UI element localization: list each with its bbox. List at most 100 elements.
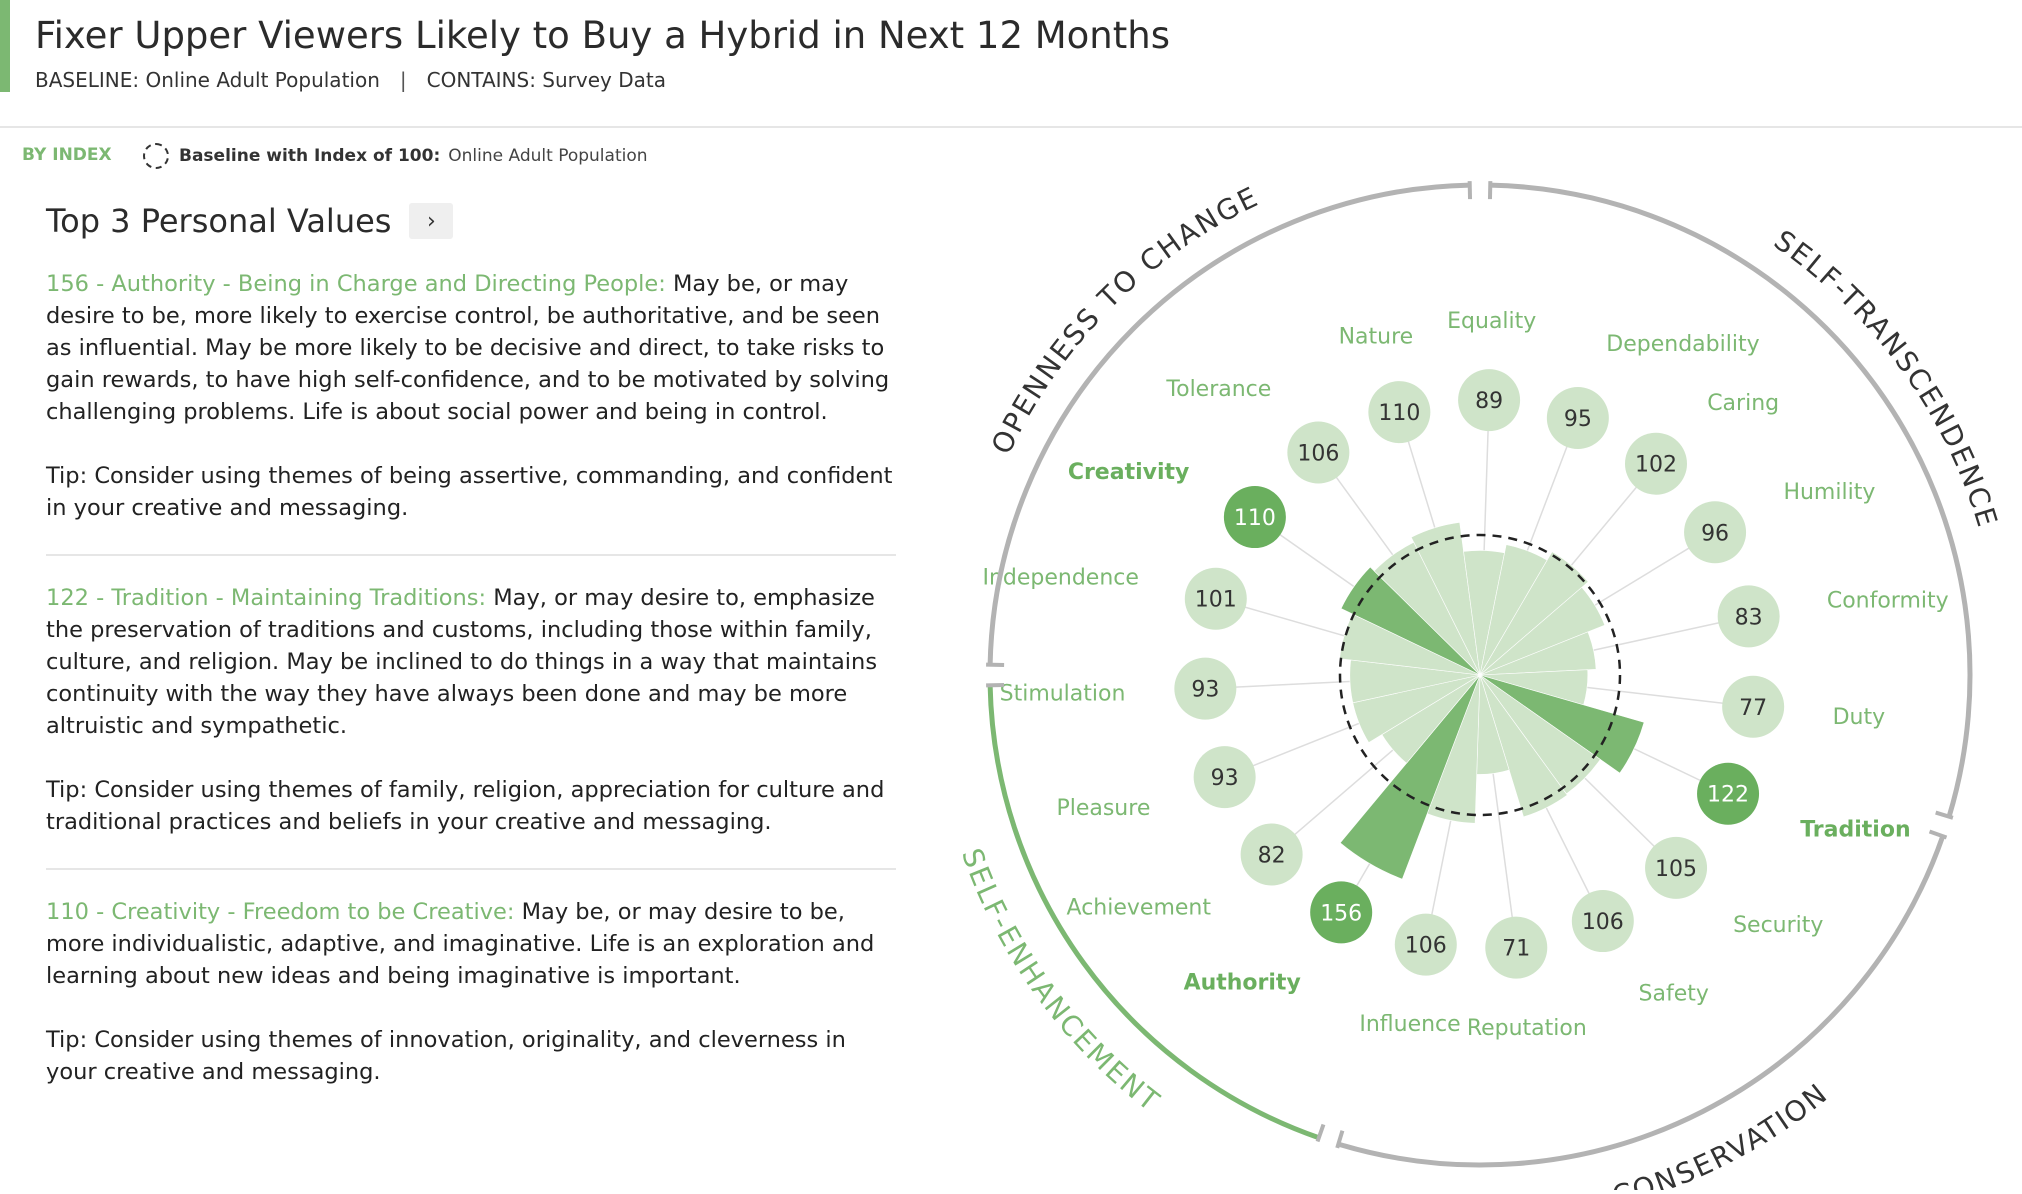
category-label: Tradition [1800, 817, 1910, 842]
value-badge[interactable] [1310, 881, 1373, 944]
header-subtitle: BASELINE: Online Adult Population | CONTAI… [35, 68, 666, 92]
group-tick [1315, 1123, 1326, 1143]
category-label: Caring [1707, 391, 1779, 416]
value-entry: 156 - Authority - Being in Charge and Di… [46, 268, 896, 556]
category-label: Humility [1783, 480, 1875, 505]
value-badge[interactable] [1722, 675, 1785, 738]
value-label: 122 [1707, 783, 1749, 808]
chart-wedge-nature[interactable] [1410, 522, 1481, 676]
page-title: Fixer Upper Viewers Likely to Buy a Hybr… [35, 14, 1170, 57]
baseline-legend: Baseline with Index of 100: Online Adult… [143, 142, 648, 170]
chart-wedge-tradition[interactable] [1479, 674, 1645, 774]
value-badge[interactable] [1394, 913, 1457, 976]
category-label: Influence [1359, 1012, 1460, 1037]
category-label: Security [1733, 913, 1823, 938]
value-label: 95 [1564, 407, 1592, 432]
value-label: 156 [1320, 901, 1362, 926]
category-label: Reputation [1467, 1016, 1587, 1041]
chart-wedge-safety[interactable] [1479, 674, 1568, 818]
value-badge[interactable] [1697, 762, 1760, 825]
group-tick [1335, 1130, 1345, 1149]
top-values-list: 156 - Authority - Being in Charge and Di… [46, 268, 896, 1144]
value-badge[interactable] [1717, 585, 1780, 648]
group-arc[interactable] [987, 182, 1470, 665]
group-label: SELF-ENHANCEMENT [955, 844, 1167, 1119]
category-label: Safety [1639, 982, 1709, 1007]
value-badge[interactable] [1184, 567, 1247, 630]
value-label: 77 [1739, 696, 1767, 721]
value-badge[interactable] [1571, 890, 1634, 953]
category-label: Duty [1833, 705, 1886, 730]
value-label: 96 [1701, 521, 1729, 546]
value-label: 89 [1475, 389, 1503, 414]
category-label: Independence [982, 566, 1138, 591]
group-arc[interactable] [1337, 835, 1946, 1168]
value-badge[interactable] [1485, 916, 1548, 979]
value-entry: 122 - Tradition - Maintaining Traditions… [46, 582, 896, 870]
category-label: Equality [1447, 309, 1536, 334]
report-header: Fixer Upper Viewers Likely to Buy a Hybr… [0, 0, 2022, 128]
category-label: Creativity [1068, 460, 1190, 485]
group-arc[interactable] [1490, 182, 1973, 818]
value-label: 106 [1582, 910, 1624, 935]
chart-wedge-authority[interactable] [1339, 674, 1481, 880]
category-label: Nature [1339, 325, 1414, 350]
category-label: Conformity [1827, 588, 1949, 613]
value-label: 82 [1258, 843, 1286, 868]
baseline-legend-label: Baseline with Index of 100: [179, 146, 441, 166]
top3-title: Top 3 Personal Values [46, 202, 392, 240]
value-badge[interactable] [1546, 386, 1609, 449]
category-label: Authority [1184, 970, 1301, 995]
value-badge[interactable] [1458, 369, 1521, 432]
chart-wedge-humility[interactable] [1479, 586, 1606, 676]
header-separator: | [399, 68, 407, 92]
chart-wedge-creativity[interactable] [1340, 566, 1481, 676]
chart-wedge-conformity[interactable] [1479, 631, 1597, 676]
value-badge[interactable] [1624, 432, 1687, 495]
group-tick [1928, 829, 1948, 840]
value-label: 110 [1234, 506, 1276, 531]
value-label: 102 [1635, 453, 1677, 478]
baseline-legend-value: Online Adult Population [448, 146, 648, 166]
chart-wedge-tolerance[interactable] [1373, 541, 1481, 676]
value-description: 122 - Tradition - Maintaining Traditions… [46, 582, 896, 742]
value-heading: 156 - Authority - Being in Charge and Di… [46, 271, 666, 297]
chevron-right-icon: › [427, 208, 436, 234]
contains-text: CONTAINS: Survey Data [426, 68, 666, 92]
value-label: 93 [1191, 678, 1219, 703]
baseline-text: BASELINE: Online Adult Population [35, 68, 380, 92]
value-badge[interactable] [1684, 501, 1747, 564]
value-label: 71 [1502, 937, 1530, 962]
group-tick [1935, 810, 1954, 820]
category-label: Achievement [1067, 896, 1212, 921]
category-label: Stimulation [1000, 682, 1126, 707]
chart-wedge-caring[interactable] [1479, 551, 1589, 676]
value-badge[interactable] [1645, 836, 1708, 899]
value-badge[interactable] [1193, 746, 1256, 809]
by-index-toggle[interactable]: BY INDEX [22, 145, 112, 165]
value-badge[interactable] [1287, 421, 1350, 484]
value-label: 106 [1405, 934, 1447, 959]
dashed-circle-icon [143, 143, 169, 169]
category-label: Dependability [1606, 332, 1759, 357]
value-badge[interactable] [1240, 823, 1303, 886]
value-label: 106 [1297, 442, 1339, 467]
value-badge[interactable] [1223, 486, 1286, 549]
expand-button[interactable]: › [409, 203, 454, 239]
value-heading: 122 - Tradition - Maintaining Traditions… [46, 585, 487, 611]
value-description-text: May be, or may desire to be, more likely… [46, 271, 890, 425]
value-description: 110 - Creativity - Freedom to be Creativ… [46, 896, 896, 992]
group-label: OPENNESS TO CHANGE [985, 180, 1264, 459]
value-description-text: May be, or may desire to be, more indivi… [46, 899, 875, 989]
group-arc[interactable] [987, 685, 1320, 1141]
value-badge[interactable] [1174, 657, 1237, 720]
header-accent-bar [0, 0, 10, 92]
value-label: 105 [1655, 857, 1697, 882]
value-label: 83 [1735, 605, 1763, 630]
values-radial-chart: 110 Nature 89 Equality 95 Dependability 102 Car… [955, 180, 2000, 1190]
value-description-text: May, or may desire to, emphasize the pre… [46, 585, 878, 739]
value-tip: Tip: Consider using themes of family, re… [46, 777, 885, 835]
value-badge[interactable] [1368, 381, 1431, 444]
value-label: 110 [1378, 401, 1420, 426]
